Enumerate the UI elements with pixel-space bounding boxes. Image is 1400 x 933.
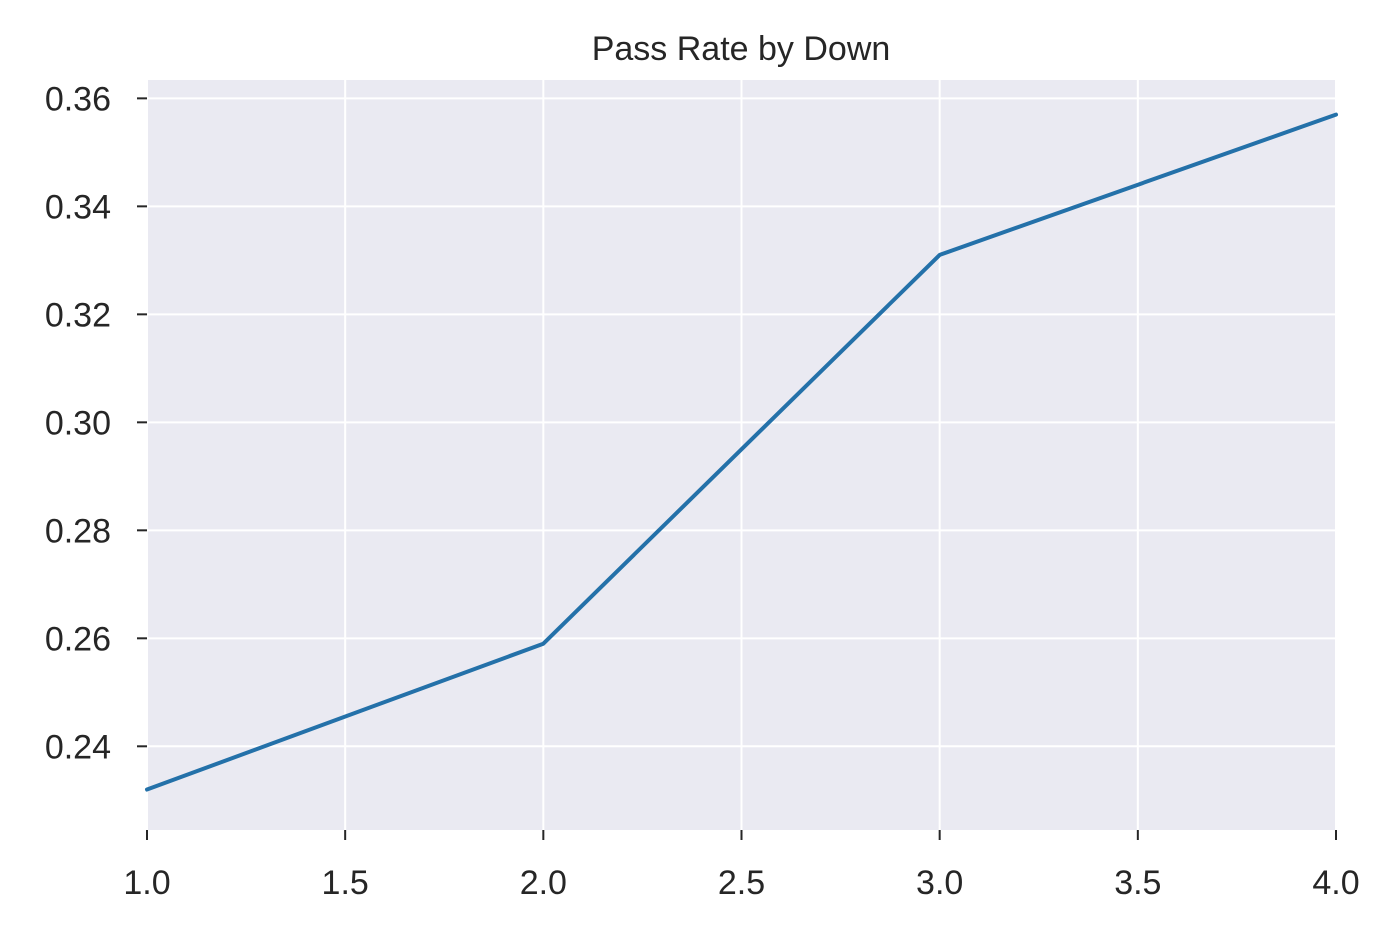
series-line [145,112,1338,792]
axis-ticks: 1.0 1.5 2.0 2.5 3.0 3.5 4.0 0.24 0.26 0.28 0.30 0.3… [45,80,1360,902]
x-tick-label: 4.0 [1312,864,1359,902]
y-tick-label: 0.36 [45,80,111,118]
y-tick-label: 0.28 [45,512,111,550]
x-tick-label: 2.5 [718,864,765,902]
x-tick-label: 1.5 [322,864,369,902]
x-tick-label: 2.0 [520,864,567,902]
x-tick-label: 1.0 [123,864,170,902]
y-tick-label: 0.34 [45,188,111,226]
series-layer [145,112,1338,792]
chart-title: Pass Rate by Down [592,30,891,68]
y-tick-label: 0.30 [45,404,111,442]
x-tick-label: 3.5 [1114,864,1161,902]
y-tick-label: 0.26 [45,620,111,658]
x-tick-label: 3.0 [916,864,963,902]
grid-lines [146,80,1337,830]
y-tick-label: 0.32 [45,296,111,334]
y-tick-label: 0.24 [45,728,111,766]
